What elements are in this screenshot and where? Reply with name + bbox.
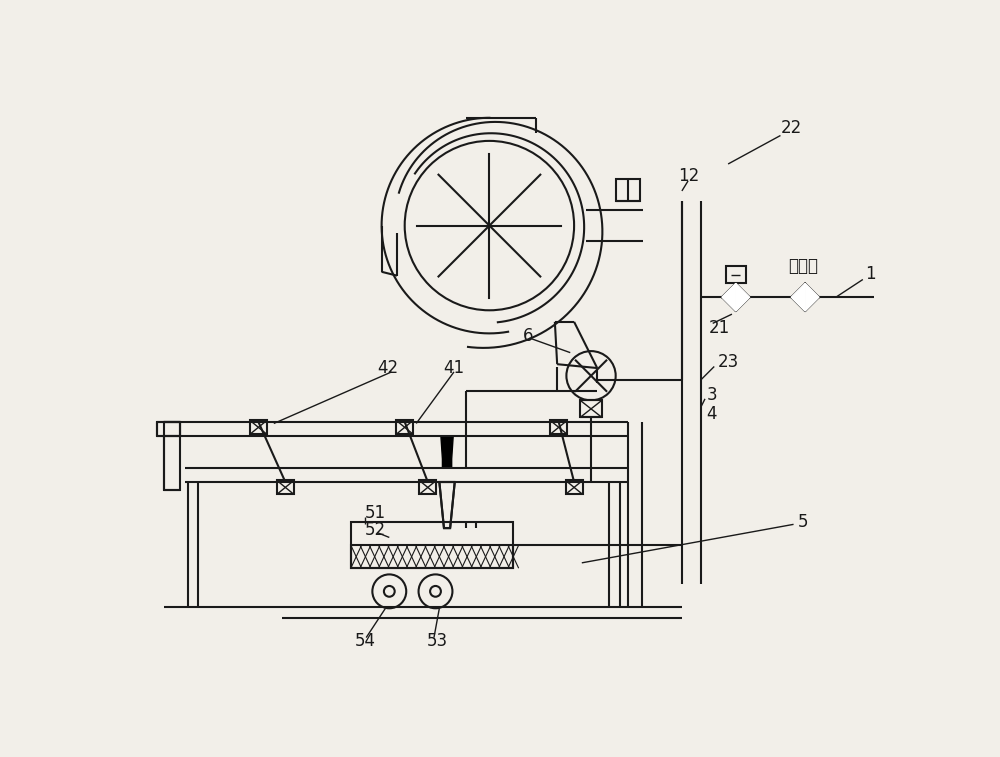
Text: 54: 54 [355, 632, 376, 650]
Text: 23: 23 [717, 353, 739, 371]
Text: 41: 41 [443, 359, 464, 377]
Text: 6: 6 [523, 327, 533, 344]
Bar [616, 179, 640, 201]
Polygon shape [722, 283, 736, 311]
Text: 1: 1 [865, 265, 876, 283]
Text: 22: 22 [780, 119, 802, 137]
Polygon shape [736, 283, 750, 311]
Text: 3: 3 [707, 386, 717, 404]
Text: 消防水: 消防水 [788, 257, 818, 276]
Bar [250, 420, 267, 435]
Polygon shape [791, 283, 805, 311]
Bar [277, 481, 294, 494]
Bar [164, 422, 180, 490]
Text: 12: 12 [678, 167, 699, 185]
Bar [580, 400, 602, 417]
Bar [566, 481, 583, 494]
Text: 21: 21 [709, 319, 730, 337]
Bar [550, 420, 567, 435]
Bar [419, 481, 436, 494]
Polygon shape [805, 283, 819, 311]
Text: 53: 53 [426, 632, 447, 650]
Bar [396, 420, 413, 435]
Text: 51: 51 [365, 504, 386, 522]
Bar [351, 545, 512, 569]
Bar [351, 522, 512, 569]
Bar [726, 266, 746, 283]
Text: 5: 5 [797, 513, 808, 531]
Polygon shape [441, 436, 453, 468]
Text: 4: 4 [707, 405, 717, 423]
Text: 52: 52 [365, 521, 386, 539]
Bar [157, 422, 180, 436]
Text: 42: 42 [378, 359, 399, 377]
